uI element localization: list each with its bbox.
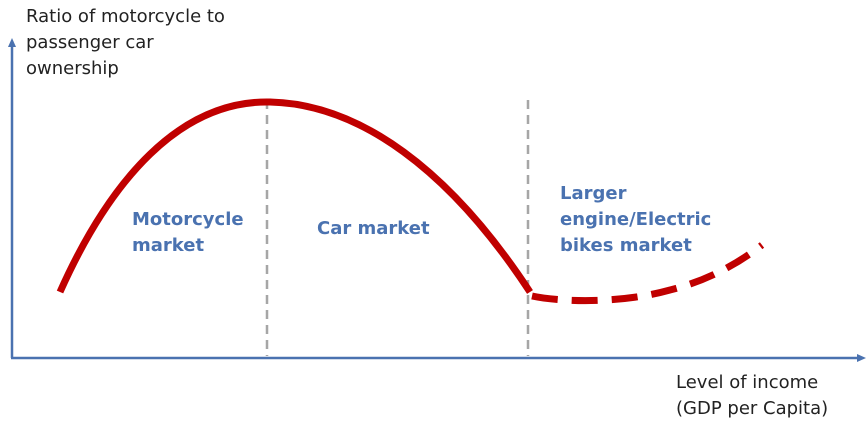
y-axis-label: Ratio of motorcycle to — [26, 6, 225, 27]
region-label: Larger — [560, 183, 627, 204]
curve — [56, 98, 533, 294]
region-label: Motorcycle — [132, 209, 244, 230]
x-axis-label: (GDP per Capita) — [676, 398, 828, 419]
y-axis-label: passenger car — [26, 32, 154, 53]
region-label: market — [132, 235, 204, 256]
region-label: Car market — [317, 218, 430, 239]
curve-dashed — [531, 242, 765, 305]
x-axis-label: Level of income — [676, 372, 818, 393]
y-axis-label: ownership — [26, 58, 119, 79]
region-label: bikes market — [560, 235, 692, 256]
region-label: engine/Electric — [560, 209, 711, 230]
